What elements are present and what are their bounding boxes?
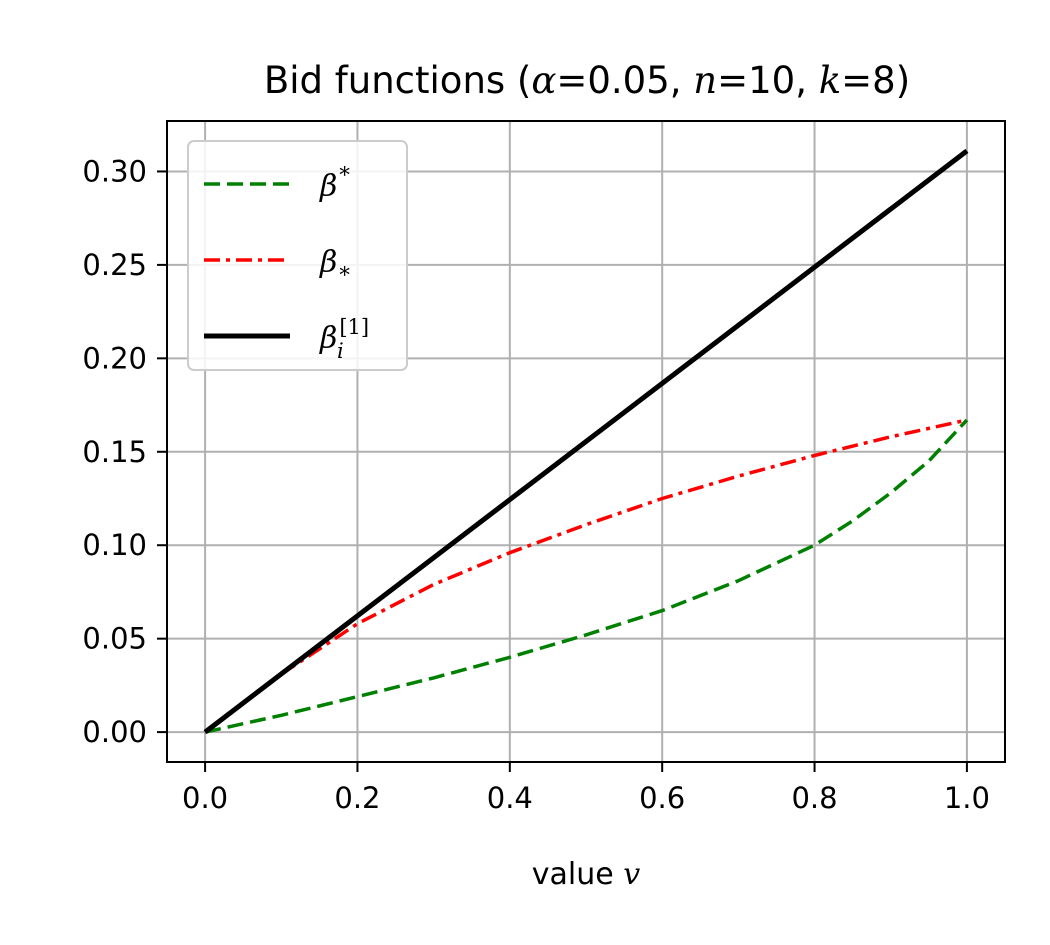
x-tick-label: 1.0 xyxy=(944,781,990,815)
x-tick-label: 0.2 xyxy=(334,781,380,815)
y-tick-label: 0.00 xyxy=(82,715,147,749)
grid xyxy=(167,121,1005,762)
legend: β* β* β[1] i xyxy=(187,140,408,371)
x-tick-label: 0.4 xyxy=(487,781,533,815)
y-tick-label: 0.30 xyxy=(82,154,147,188)
x-tick-label: 0.8 xyxy=(791,781,837,815)
x-tick-label: 0.6 xyxy=(639,781,685,815)
legend-box xyxy=(187,140,408,371)
x-axis-ticks: 0.0 0.2 0.4 0.6 0.8 1.0 xyxy=(182,762,990,815)
legend-label-1: β* xyxy=(319,163,350,204)
x-axis-label: value v xyxy=(532,857,640,892)
y-axis-ticks: 0.00 0.05 0.10 0.15 0.20 0.25 0.30 xyxy=(82,154,167,749)
legend-label-2: β* xyxy=(319,245,350,287)
y-tick-label: 0.20 xyxy=(82,341,147,375)
y-tick-label: 0.25 xyxy=(82,248,147,282)
legend-label-3: β[1] i xyxy=(319,315,369,363)
series-layer xyxy=(203,148,969,735)
chart-title: Bid functions (α=0.05, n=10, k=8) xyxy=(264,59,910,102)
x-tick-label: 0.0 xyxy=(182,781,228,815)
series-line-1 xyxy=(204,418,969,734)
y-tick-label: 0.05 xyxy=(82,622,147,656)
y-tick-label: 0.15 xyxy=(82,435,147,469)
y-tick-label: 0.10 xyxy=(82,528,147,562)
axes-frame xyxy=(166,120,1006,763)
series-line-3 xyxy=(203,148,969,735)
